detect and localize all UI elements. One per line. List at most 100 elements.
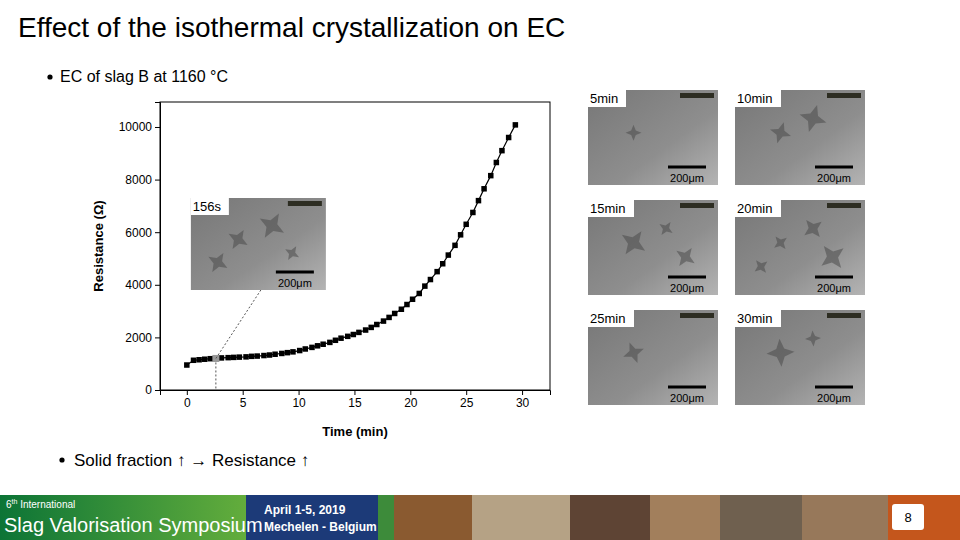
data-point (297, 348, 303, 354)
data-point (428, 277, 434, 283)
label-bg (735, 310, 781, 327)
micrograph: 5min200μm (588, 90, 718, 185)
crystal (774, 237, 787, 250)
data-point (506, 135, 512, 141)
tick-mark (243, 390, 244, 395)
info-strip (827, 93, 861, 98)
tick-mark (466, 390, 467, 395)
footer-photo (394, 495, 472, 540)
footer-edition: 6th International (6, 498, 75, 510)
data-point (410, 297, 416, 303)
title: Effect of the isothermal crystallization… (18, 12, 565, 43)
data-point (499, 148, 505, 154)
crystal (822, 246, 844, 268)
micrograph: 156s200μm (191, 198, 326, 290)
micrograph-label: 5min (590, 91, 618, 106)
data-line (187, 125, 516, 365)
crystal (229, 230, 248, 249)
tick-mark (187, 390, 188, 395)
tick-label: 25 (460, 396, 474, 410)
crystal (260, 214, 284, 238)
micrograph-image (735, 90, 865, 185)
tick: 10 (292, 390, 306, 410)
tick: 2000 (125, 331, 160, 345)
micrograph-image (588, 90, 718, 185)
x-axis-title: Time (min) (322, 424, 388, 439)
tick-mark (155, 285, 160, 286)
scale-bar (668, 166, 706, 169)
info-strip (680, 93, 714, 98)
info-strip (680, 313, 714, 318)
data-point (368, 325, 374, 331)
y-axis-title: Resistance (Ω) (91, 200, 106, 291)
data-point (417, 291, 423, 297)
page-number: 8 (904, 510, 911, 525)
data-point (184, 362, 190, 368)
data-point (315, 343, 321, 349)
data-point (338, 335, 344, 341)
tick: 30 (516, 390, 530, 410)
data-point (374, 322, 380, 328)
data-point (285, 350, 291, 356)
micrograph: 15min 200μm (588, 200, 718, 295)
tick-mark (354, 390, 355, 395)
data-point (392, 311, 398, 317)
bullet-dot (59, 457, 64, 462)
tick: 6000 (125, 226, 160, 240)
chart: 0510152025300200040006000800010000Time (… (91, 102, 551, 439)
crystal (767, 339, 795, 367)
scale-bar-label: 200μm (670, 282, 704, 294)
micrograph: 25min200μm (588, 310, 718, 405)
annotation-drop-line (215, 358, 216, 390)
crystal (755, 260, 768, 273)
info-strip (827, 313, 861, 318)
micrograph-image (735, 200, 865, 295)
tick: 25 (460, 390, 474, 410)
data-point (202, 356, 208, 362)
data-point (303, 346, 309, 352)
data-point (476, 198, 482, 204)
data-point (381, 318, 387, 324)
footer-dates: April 1-5, 2019 (264, 503, 346, 517)
label-bg (735, 200, 781, 217)
tick: 5 (240, 390, 247, 410)
data-point (290, 349, 296, 355)
footer-band-blue (246, 495, 378, 540)
micrograph-image (735, 310, 865, 405)
micrograph-image (588, 200, 718, 295)
crystal (770, 122, 791, 143)
micrograph-label: 20min (737, 201, 772, 216)
footer-photo (888, 495, 960, 540)
label-bg (588, 200, 634, 217)
annotation-leader (216, 290, 261, 358)
micrograph-image (588, 310, 718, 405)
footer-photo (650, 495, 720, 540)
micrograph-label: 10min (737, 91, 772, 106)
tick-label: 5 (240, 396, 247, 410)
data-point (208, 356, 214, 362)
data-point (243, 354, 249, 360)
micrograph-image (191, 198, 326, 290)
data-point (309, 345, 315, 351)
page-number-box (892, 504, 924, 530)
tick-label: 10000 (119, 120, 153, 134)
tick: 8000 (125, 173, 160, 187)
y-axis: 0200040006000800010000 (119, 103, 161, 398)
tick-label: 0 (145, 383, 152, 397)
scale-bar (815, 276, 853, 279)
tick-mark (410, 390, 411, 395)
data-point (356, 330, 362, 336)
scale-bar (815, 386, 853, 389)
crystal (800, 105, 827, 132)
micrograph-label: 15min (590, 201, 625, 216)
scale-bar (668, 276, 706, 279)
data-point (231, 355, 237, 361)
data-point (196, 357, 202, 363)
footer: 6th InternationalSlag Valorisation Sympo… (0, 495, 960, 540)
data-point (446, 252, 452, 258)
data-point (219, 355, 225, 361)
tick-mark (155, 180, 160, 181)
tick-mark (155, 337, 160, 338)
info-strip (288, 201, 322, 206)
scale-bar-label: 200μm (670, 392, 704, 404)
